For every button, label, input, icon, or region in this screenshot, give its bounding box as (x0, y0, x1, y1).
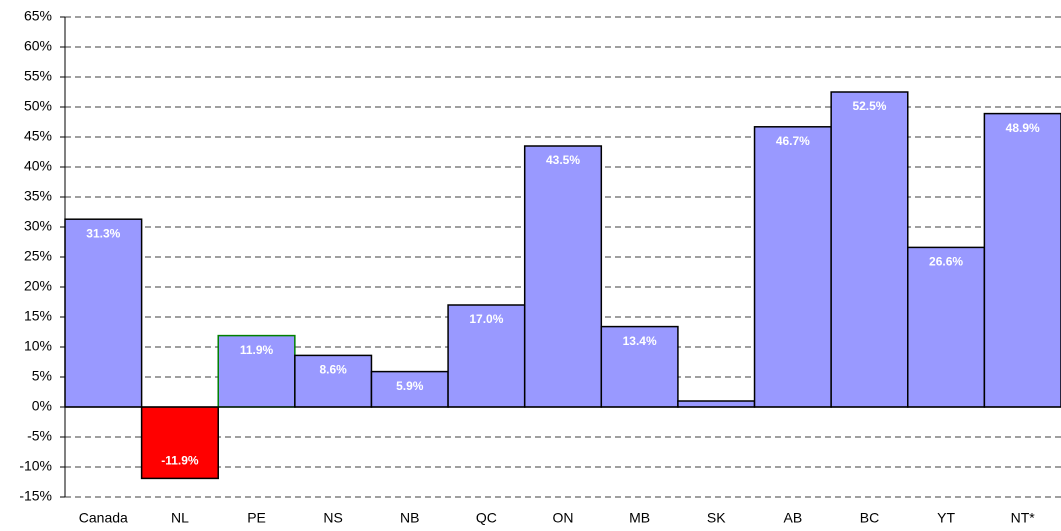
bar (600, 325, 679, 408)
x-tick-label: Canada (79, 510, 128, 526)
value-label: 8.6% (319, 363, 347, 377)
y-tick-label: -10% (19, 458, 52, 474)
value-label: -11.9% (161, 454, 199, 468)
x-tick-label: BC (860, 510, 879, 526)
y-tick-label: 55% (24, 68, 52, 84)
y-tick-label: 40% (24, 158, 52, 174)
x-tick-label: SK (707, 510, 726, 526)
bar (523, 145, 603, 408)
value-label: 26.6% (929, 255, 963, 269)
y-tick-label: -15% (19, 488, 52, 504)
bar (907, 246, 986, 408)
y-tick-label: -5% (27, 428, 52, 444)
bar (677, 400, 756, 408)
x-tick-label: NS (323, 510, 342, 526)
x-tick-label: PE (247, 510, 266, 526)
x-tick-label: YT (937, 510, 955, 526)
value-label: 52.5% (852, 99, 886, 113)
value-label: 13.4% (623, 334, 657, 348)
bar (370, 370, 449, 408)
y-tick-label: 50% (24, 98, 52, 114)
value-label: 17.0% (469, 312, 503, 326)
bar (830, 91, 909, 408)
y-tick-label: 35% (24, 188, 52, 204)
value-label: 1.0% (703, 408, 731, 422)
bar (140, 406, 219, 480)
y-tick-label: 0% (32, 398, 52, 414)
bar (64, 218, 143, 408)
x-tick-label: QC (476, 510, 497, 526)
x-tick-label: ON (553, 510, 574, 526)
bar (217, 334, 296, 408)
value-label: 31.3% (86, 226, 120, 240)
x-tick-label: NL (171, 510, 189, 526)
bar (753, 126, 832, 408)
y-tick-label: 60% (24, 38, 52, 54)
bar (983, 112, 1061, 408)
value-label: 5.9% (396, 379, 424, 393)
y-tick-label: 15% (24, 308, 52, 324)
y-tick-label: 65% (24, 8, 52, 24)
y-tick-label: 25% (24, 248, 52, 264)
x-tick-label: NT* (1011, 510, 1036, 526)
value-label: 11.9% (240, 343, 274, 357)
x-tick-label: NB (400, 510, 419, 526)
x-tick-label: AB (784, 510, 803, 526)
x-tick-label: MB (629, 510, 650, 526)
y-tick-label: 20% (24, 278, 52, 294)
value-label: 48.9% (1006, 121, 1040, 135)
value-label: 46.7% (776, 134, 810, 148)
value-label: 43.5% (546, 153, 580, 167)
y-tick-label: 30% (24, 218, 52, 234)
y-tick-label: 45% (24, 128, 52, 144)
y-tick-label: 10% (24, 338, 52, 354)
y-tick-label: 5% (32, 368, 52, 384)
